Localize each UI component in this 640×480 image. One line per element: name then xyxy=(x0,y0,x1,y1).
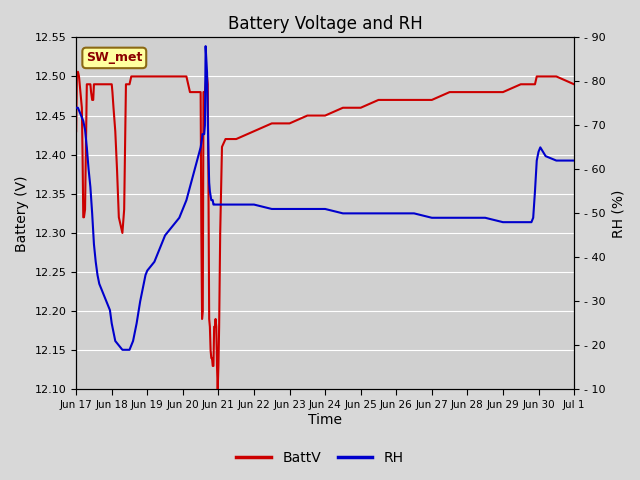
Legend: BattV, RH: BattV, RH xyxy=(231,445,409,471)
Y-axis label: RH (%): RH (%) xyxy=(611,189,625,238)
Text: SW_met: SW_met xyxy=(86,51,143,64)
Y-axis label: Battery (V): Battery (V) xyxy=(15,175,29,252)
Title: Battery Voltage and RH: Battery Voltage and RH xyxy=(228,15,422,33)
X-axis label: Time: Time xyxy=(308,413,342,427)
